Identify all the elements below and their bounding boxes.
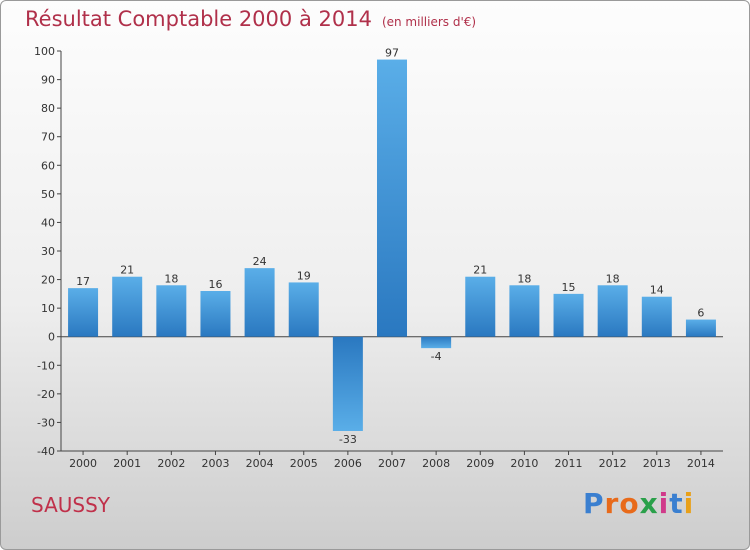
- y-tick-label: 10: [41, 302, 55, 315]
- location-name: SAUSSY: [31, 493, 110, 517]
- x-tick-label-2004: 2004: [246, 457, 274, 470]
- logo-letter: r: [604, 487, 620, 520]
- chart-title: Résultat Comptable 2000 à 2014 (en millie…: [25, 7, 476, 31]
- y-tick-label: 20: [41, 274, 55, 287]
- x-tick-label-2011: 2011: [555, 457, 583, 470]
- bar-2013: [641, 296, 672, 337]
- bar-2004: [244, 268, 275, 337]
- bar-2011: [553, 293, 584, 337]
- y-tick-label: 100: [34, 45, 55, 58]
- bar-2006: [332, 336, 363, 431]
- data-label-2005: 19: [297, 269, 311, 282]
- logo-letter: i: [683, 487, 695, 520]
- x-tick-label-2014: 2014: [687, 457, 715, 470]
- data-label-2011: 15: [562, 281, 576, 294]
- y-tick-label: 40: [41, 216, 55, 229]
- chart-subtitle: (en milliers d'€): [381, 15, 477, 29]
- data-label-2000: 17: [76, 275, 90, 288]
- bar-2009: [465, 276, 496, 337]
- data-label-2002: 18: [164, 272, 178, 285]
- y-tick-label: 70: [41, 131, 55, 144]
- y-tick-label: -40: [37, 445, 55, 458]
- data-label-2006: -33: [339, 433, 357, 446]
- bar-2012: [597, 285, 628, 337]
- bar-2010: [509, 285, 540, 337]
- x-tick-label-2010: 2010: [510, 457, 538, 470]
- x-tick-label-2000: 2000: [69, 457, 97, 470]
- chart-bars: 17 21 18 16 24 19 -33 97 -4 21 18 15 18 14 6: [68, 47, 716, 446]
- logo-letter: P: [583, 487, 605, 520]
- y-tick-label: 90: [41, 74, 55, 87]
- data-label-2001: 21: [120, 264, 134, 277]
- bar-2005: [288, 282, 319, 337]
- bar-2002: [156, 285, 187, 337]
- data-label-2007: 97: [385, 47, 399, 60]
- y-tick-label: 80: [41, 102, 55, 115]
- logo-letter: t: [669, 487, 684, 520]
- x-tick-label-2009: 2009: [466, 457, 494, 470]
- data-label-2012: 18: [606, 272, 620, 285]
- data-label-2013: 14: [650, 284, 664, 297]
- data-label-2008: -4: [431, 350, 442, 363]
- y-tick-label: 0: [48, 331, 55, 344]
- bar-2003: [200, 291, 231, 337]
- data-label-2009: 21: [473, 264, 487, 277]
- bar-2014: [685, 319, 716, 337]
- proxiti-logo: Proxiti: [583, 487, 694, 520]
- y-tick-label: -10: [37, 359, 55, 372]
- data-label-2003: 16: [208, 278, 222, 291]
- x-tick-label-2005: 2005: [290, 457, 318, 470]
- bar-2000: [68, 288, 99, 337]
- y-tick-label: -30: [37, 416, 55, 429]
- x-tick-label-2001: 2001: [113, 457, 141, 470]
- y-tick-label: 60: [41, 159, 55, 172]
- bar-2007: [377, 59, 407, 337]
- bar-2008: [421, 336, 452, 349]
- data-label-2010: 18: [517, 272, 531, 285]
- x-tick-label-2003: 2003: [201, 457, 229, 470]
- chart-title-text: Résultat Comptable 2000 à 2014: [25, 7, 372, 31]
- data-label-2014: 6: [697, 307, 704, 320]
- y-tick-label: 50: [41, 188, 55, 201]
- logo-letter: x: [639, 487, 659, 520]
- y-tick-label: 30: [41, 245, 55, 258]
- bar-2001: [112, 276, 143, 337]
- x-tick-label-2013: 2013: [643, 457, 671, 470]
- x-tick-label-2006: 2006: [334, 457, 362, 470]
- data-label-2004: 24: [253, 255, 267, 268]
- x-tick-label-2002: 2002: [157, 457, 185, 470]
- x-tick-label-2008: 2008: [422, 457, 450, 470]
- chart-axes: -40 -30 -20 -10 0 10 20 30 40 50 60 70 80 90 100 2000 20…: [34, 45, 723, 470]
- logo-letter: o: [619, 487, 640, 520]
- y-tick-label: -20: [37, 388, 55, 401]
- x-tick-label-2012: 2012: [599, 457, 627, 470]
- logo-letter: i: [658, 487, 670, 520]
- x-tick-label-2007: 2007: [378, 457, 406, 470]
